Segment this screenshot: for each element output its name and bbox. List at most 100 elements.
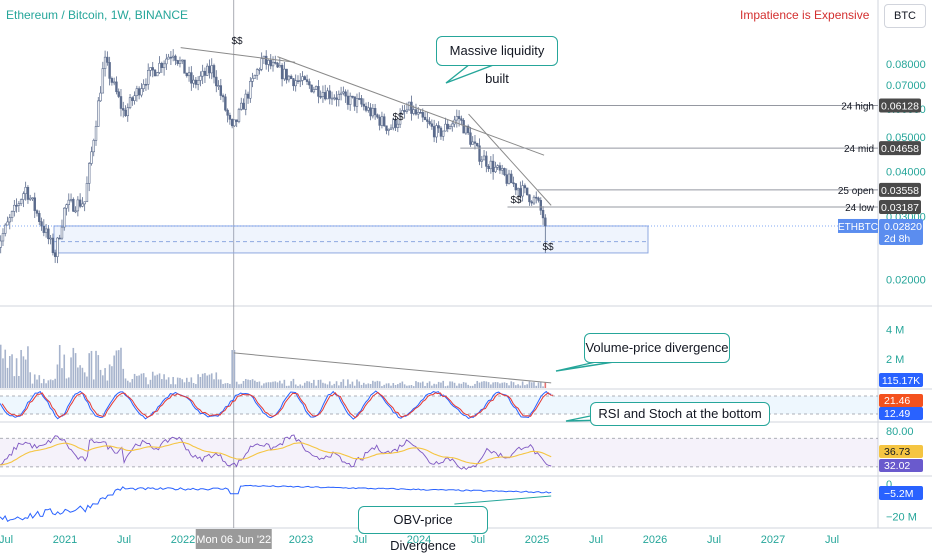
volume-bar xyxy=(220,379,222,388)
crosshair-date-badge xyxy=(195,529,272,549)
volume-bar xyxy=(456,385,458,388)
volume-bar xyxy=(358,381,361,388)
volume-bar xyxy=(240,383,243,388)
candle-body xyxy=(158,62,161,73)
volume-bar xyxy=(172,376,174,388)
level-label: 24 high xyxy=(841,102,874,113)
candle-body xyxy=(63,207,66,228)
volume-bar xyxy=(353,385,356,388)
liquidity-zone xyxy=(53,225,649,254)
volume-bar xyxy=(367,383,370,388)
volume-bar xyxy=(133,373,136,388)
volume-bar xyxy=(86,376,88,388)
volume-bar xyxy=(544,382,547,388)
candle-body xyxy=(328,90,331,99)
volume-bar xyxy=(88,353,91,388)
candle-body xyxy=(358,98,361,100)
volume-bar xyxy=(74,353,77,388)
candle-body xyxy=(378,116,381,126)
volume-bar xyxy=(179,377,181,388)
candle-body xyxy=(244,93,247,110)
candle-body xyxy=(498,165,502,171)
volume-bar xyxy=(331,385,333,388)
time-tick: Jul xyxy=(117,534,131,546)
volume-bar xyxy=(485,381,488,388)
candle-body xyxy=(444,123,447,132)
candle-body xyxy=(10,211,14,218)
candle-body xyxy=(81,203,84,207)
volume-bar xyxy=(229,383,231,388)
volume-bar xyxy=(451,381,454,388)
candle-body xyxy=(335,97,338,100)
candle-body xyxy=(530,201,533,204)
candle-body xyxy=(289,75,293,79)
candle-body xyxy=(308,81,311,86)
candle-body xyxy=(491,160,495,173)
volume-bar xyxy=(192,383,195,388)
volume-bar xyxy=(242,380,245,388)
volume-bar xyxy=(142,373,145,388)
candle-body xyxy=(516,188,520,191)
candle-body xyxy=(333,97,336,100)
time-tick: 2022 xyxy=(171,534,195,546)
candle-body xyxy=(351,95,354,98)
volume-bar xyxy=(165,379,168,388)
volume-bar xyxy=(108,364,111,388)
candle-body xyxy=(487,166,490,170)
candle-body xyxy=(142,83,145,89)
volume-bar xyxy=(524,385,526,388)
candle-body xyxy=(403,110,406,112)
volume-bar xyxy=(235,381,238,388)
candle-body xyxy=(249,81,252,99)
volume-bar xyxy=(190,377,193,388)
volume-bar xyxy=(188,381,190,388)
candle-body xyxy=(437,125,440,129)
candle-body xyxy=(253,75,257,79)
volume-bar xyxy=(501,382,504,388)
volume-bar xyxy=(535,385,538,388)
volume-bar xyxy=(467,384,469,388)
candle-body xyxy=(299,80,302,82)
volume-bar xyxy=(238,384,240,388)
volume-bar xyxy=(428,381,431,388)
volume-bar xyxy=(52,380,54,388)
volume-bar xyxy=(372,380,374,388)
volume-bar xyxy=(24,359,27,388)
candle-body xyxy=(112,81,116,84)
candle-body xyxy=(330,97,334,100)
candle-body xyxy=(183,59,186,74)
candle-body xyxy=(69,198,73,201)
volume-bar xyxy=(22,356,25,388)
candle-body xyxy=(283,68,286,80)
volume-bar xyxy=(288,385,290,388)
volume-bar xyxy=(129,382,131,388)
candle-body xyxy=(162,63,166,68)
volume-bar xyxy=(217,379,220,388)
volume-bar xyxy=(247,379,249,388)
symbol-compare-button[interactable]: BTC xyxy=(884,4,926,28)
volume-bar xyxy=(365,384,367,388)
candle-body xyxy=(446,123,449,130)
candle-body xyxy=(31,197,34,200)
candle-body xyxy=(430,123,434,127)
candle-body xyxy=(178,60,182,64)
candle-body xyxy=(8,217,11,223)
volume-bar xyxy=(176,377,179,388)
candle-body xyxy=(215,76,218,87)
volume-bar xyxy=(530,382,533,388)
volume-bar xyxy=(126,380,129,388)
candle-body xyxy=(176,60,179,64)
candle-body xyxy=(235,119,238,122)
volume-bar xyxy=(462,382,465,388)
volume-bar xyxy=(95,350,97,388)
volume-bar xyxy=(478,382,481,388)
candle-body xyxy=(412,109,415,114)
volume-bar xyxy=(77,367,79,388)
volume-bar xyxy=(65,378,68,388)
volume-bar xyxy=(503,382,506,388)
candle-body xyxy=(51,237,55,253)
volume-bar xyxy=(313,379,315,388)
candle-body xyxy=(210,65,213,74)
volume-bar xyxy=(185,377,188,388)
